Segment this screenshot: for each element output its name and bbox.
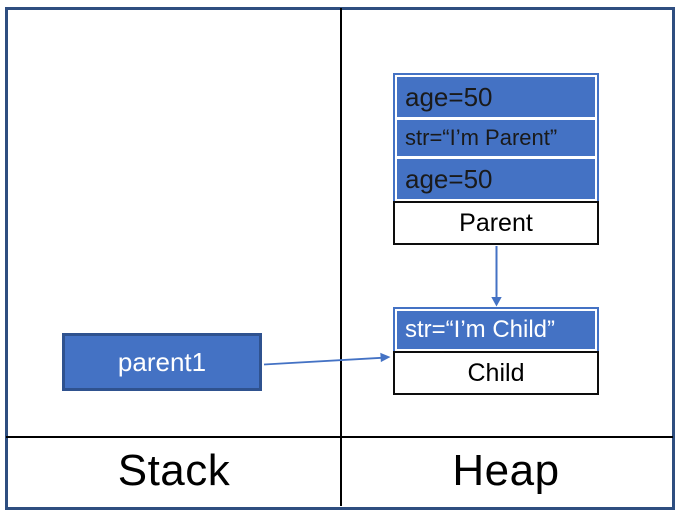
child-object-field-group: str=“I’m Child”	[393, 307, 599, 353]
parent-field-str: str=“I’m Parent”	[397, 120, 595, 156]
child-field-str: str=“I’m Child”	[397, 311, 595, 349]
parent-field-age: age=50	[397, 77, 595, 117]
stack-heap-column-divider	[340, 8, 342, 506]
parent-object-name-box: Parent	[393, 201, 599, 245]
label-row-divider	[6, 436, 673, 438]
parent-field-age-duplicate: age=50	[397, 159, 595, 199]
stack-variable-parent1-box: parent1	[62, 333, 262, 391]
child-object-name-box: Child	[393, 351, 599, 395]
stack-region-label: Stack	[117, 446, 231, 495]
parent-object-field-group: age=50 str=“I’m Parent” age=50	[393, 73, 599, 203]
heap-region-label: Heap	[452, 446, 560, 495]
